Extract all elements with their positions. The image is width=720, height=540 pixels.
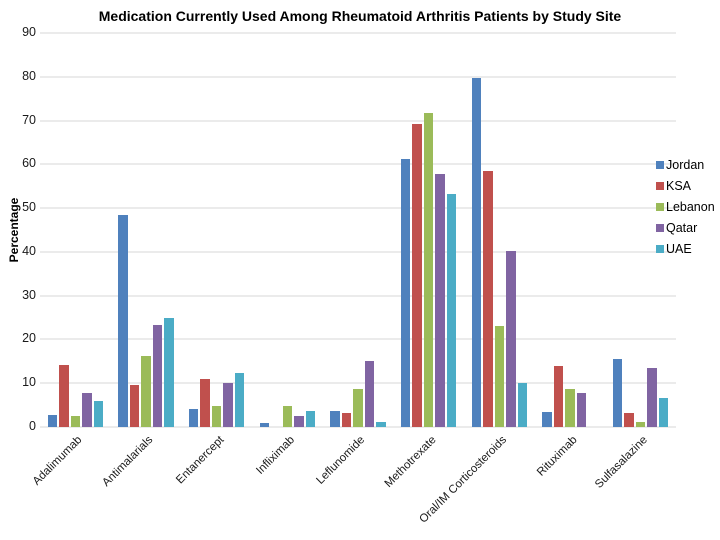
bar-lebanon-entanercept — [211, 405, 222, 427]
bar-ksa-adalimumab — [59, 365, 69, 427]
chart-title: Medication Currently Used Among Rheumato… — [98, 8, 622, 24]
legend-swatch-jordan — [656, 160, 664, 169]
y-tick-label-40: 40 — [22, 243, 36, 258]
legend-swatch-ksa — [656, 181, 664, 190]
y-tick-label-10: 10 — [22, 375, 36, 390]
gridline-y-40 — [40, 250, 676, 253]
bar-uae-oral-im-corticosteroids — [517, 382, 528, 427]
y-tick-label-50: 50 — [22, 200, 36, 215]
bar-qatar-rituximab — [576, 393, 587, 427]
bar-uae-leflunomide — [376, 422, 386, 427]
bar-uae-adalimumab — [93, 401, 104, 427]
gridline-y-70 — [40, 119, 676, 122]
bar-jordan-methotrexate — [400, 159, 411, 427]
bar-ksa-methotrexate — [412, 123, 422, 427]
y-tick-label-90: 90 — [22, 25, 36, 39]
bar-ksa-antimalarials — [129, 385, 140, 427]
gridline-y-0 — [40, 426, 676, 428]
bar-ksa-entanercept — [200, 378, 210, 427]
bar-uae-methotrexate — [446, 194, 457, 427]
bar-jordan-adalimumab — [47, 415, 58, 427]
bar-ksa-sulfasalazine — [624, 413, 634, 427]
bar-uae-entanercept — [234, 373, 245, 427]
y-tick-label-70: 70 — [22, 112, 36, 127]
bar-qatar-adalimumab — [82, 392, 92, 427]
bar-ksa-oral-im-corticosteroids — [483, 171, 493, 427]
legend-swatch-lebanon — [656, 202, 664, 211]
bar-lebanon-infliximab — [282, 405, 293, 427]
bar-lebanon-oral-im-corticosteroids — [494, 326, 505, 427]
bar-jordan-oral-im-corticosteroids — [471, 77, 482, 427]
bar-qatar-infliximab — [294, 416, 304, 427]
plot-area — [40, 0, 676, 540]
legend-label-jordan: Jordan — [666, 157, 705, 172]
gridline-y-60 — [40, 163, 676, 166]
gridline-y-80 — [40, 75, 676, 78]
bar-jordan-leflunomide — [330, 411, 340, 427]
bar-ksa-rituximab — [553, 365, 564, 427]
legend-swatch-qatar — [656, 223, 664, 232]
bar-jordan-sulfasalazine — [612, 358, 623, 427]
legend-entry-ksa: KSA — [656, 175, 715, 196]
bar-qatar-antimalarials — [152, 325, 163, 427]
bar-qatar-entanercept — [223, 383, 233, 427]
y-tick-label-0: 0 — [29, 419, 36, 433]
bar-uae-antimalarials — [164, 318, 174, 427]
bar-lebanon-leflunomide — [353, 388, 363, 427]
legend-label-lebanon: Lebanon — [666, 199, 715, 214]
bar-lebanon-adalimumab — [70, 415, 81, 427]
legend-swatch-uae — [656, 244, 664, 253]
bar-uae-infliximab — [305, 410, 316, 427]
legend-label-ksa: KSA — [666, 178, 692, 193]
bar-qatar-sulfasalazine — [647, 367, 657, 427]
bar-lebanon-sulfasalazine — [635, 421, 646, 427]
bar-jordan-entanercept — [188, 409, 199, 427]
bar-qatar-methotrexate — [435, 174, 445, 427]
legend-entry-uae: UAE — [656, 238, 715, 259]
bar-jordan-rituximab — [542, 411, 552, 427]
bar-lebanon-rituximab — [565, 389, 575, 427]
gridline-y-90 — [40, 32, 676, 34]
bar-qatar-leflunomide — [364, 361, 375, 427]
bar-ksa-leflunomide — [341, 413, 352, 427]
gridline-y-10 — [40, 382, 676, 385]
legend-entry-lebanon: Lebanon — [656, 196, 715, 217]
legend: Jordan KSA Lebanon Qatar UAE — [656, 154, 715, 259]
legend-entry-jordan: Jordan — [656, 154, 715, 175]
legend-label-qatar: Qatar — [666, 220, 698, 235]
bar-lebanon-methotrexate — [423, 112, 434, 427]
y-tick-label-80: 80 — [22, 68, 36, 83]
y-tick-label-60: 60 — [22, 156, 36, 171]
bar-uae-sulfasalazine — [658, 397, 669, 427]
legend-entry-qatar: Qatar — [656, 217, 715, 238]
bar-jordan-antimalarials — [118, 215, 128, 427]
bar-lebanon-antimalarials — [141, 356, 151, 427]
y-tick-label-20: 20 — [22, 331, 36, 346]
bar-qatar-oral-im-corticosteroids — [506, 251, 516, 427]
gridline-y-30 — [40, 294, 676, 297]
legend-label-uae: UAE — [666, 241, 692, 256]
y-tick-label-30: 30 — [22, 287, 36, 302]
bar-jordan-infliximab — [259, 423, 270, 427]
gridline-y-20 — [40, 338, 676, 341]
gridline-y-50 — [40, 207, 676, 210]
